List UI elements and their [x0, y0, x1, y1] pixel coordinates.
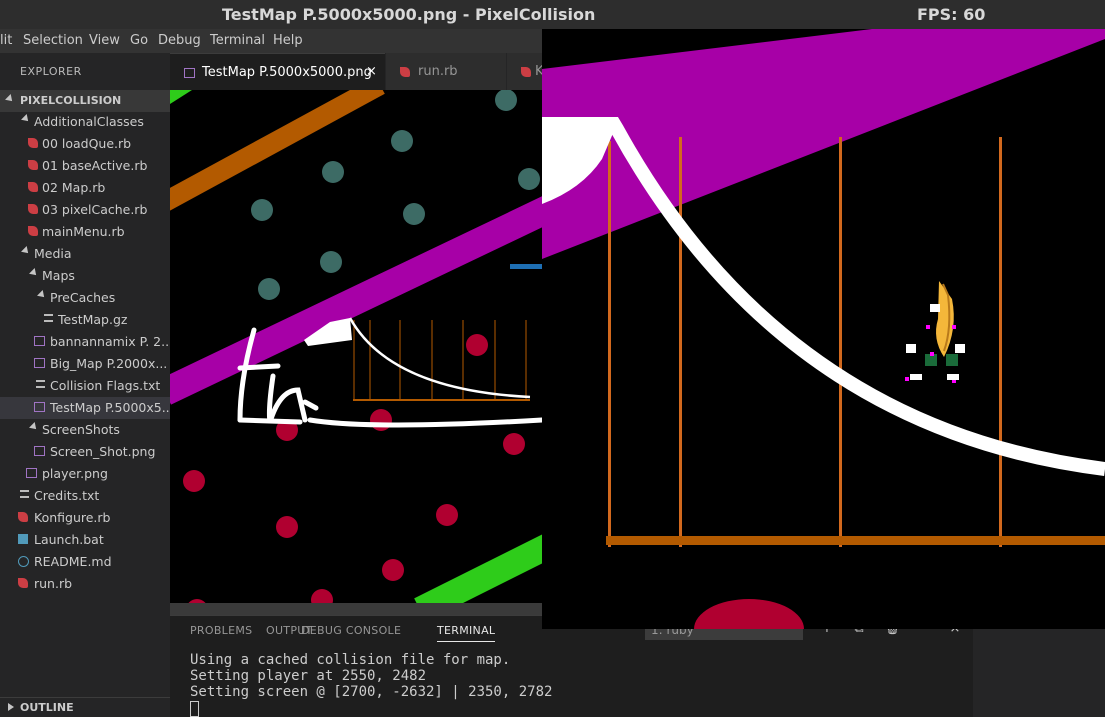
file-readme[interactable]: README.md: [0, 551, 170, 573]
image-file-icon: [184, 68, 195, 78]
file-collision-flags[interactable]: Collision Flags.txt: [0, 375, 170, 397]
menu-bar: lit Selection View Go Debug Terminal Hel…: [0, 29, 542, 53]
chevron-down-icon: [37, 290, 47, 300]
file-map[interactable]: 02 Map.rb: [0, 177, 170, 199]
folder-precaches[interactable]: PreCaches: [0, 287, 170, 309]
ruby-file-icon: [28, 226, 38, 236]
ruby-file-icon: [28, 182, 38, 192]
menu-edit[interactable]: lit: [0, 33, 13, 48]
menu-debug[interactable]: Debug: [158, 33, 201, 48]
outline-section[interactable]: OUTLINE: [0, 697, 170, 717]
text-file-icon: [44, 314, 53, 322]
image-file-icon: [34, 336, 45, 346]
bottom-panel: PROBLEMS OUTPUT DEBUG CONSOLE TERMINAL 1…: [170, 615, 973, 717]
ruby-file-icon: [28, 138, 38, 148]
ruby-file-icon: [18, 512, 28, 522]
folder-additionalclasses[interactable]: AdditionalClasses: [0, 111, 170, 133]
image-file-icon: [34, 446, 45, 456]
terminal-output[interactable]: Using a cached collision file for map. Se…: [190, 652, 552, 700]
ruby-file-icon: [18, 578, 28, 588]
project-header[interactable]: PIXELCOLLISION: [0, 90, 170, 112]
game-window[interactable]: [542, 29, 1105, 629]
chevron-down-icon: [21, 246, 31, 256]
menu-terminal[interactable]: Terminal: [210, 33, 265, 48]
file-run-rb[interactable]: run.rb: [0, 573, 170, 595]
folder-media[interactable]: Media: [0, 243, 170, 265]
file-big-map[interactable]: Big_Map P.2000x...: [0, 353, 170, 375]
menu-help[interactable]: Help: [273, 33, 303, 48]
folder-maps[interactable]: Maps: [0, 265, 170, 287]
file-konfigure[interactable]: Konfigure.rb: [0, 507, 170, 529]
chevron-down-icon: [29, 422, 39, 432]
terminal-line: Using a cached collision file for map.: [190, 652, 511, 668]
editor-tabs: TestMap P.5000x5000.png × run.rb K: [170, 53, 544, 91]
menu-view[interactable]: View: [89, 33, 120, 48]
tab-testmap-png[interactable]: TestMap P.5000x5000.png ×: [170, 53, 385, 91]
ruby-file-icon: [400, 67, 410, 77]
game-viewport: [542, 29, 1105, 629]
file-testmap-gz[interactable]: TestMap.gz: [0, 309, 170, 331]
chevron-down-icon: [21, 114, 31, 124]
banana-player-sprite: [905, 279, 965, 383]
window-title: TestMap P.5000x5000.png - PixelCollision: [222, 5, 596, 24]
image-file-icon: [34, 358, 45, 368]
text-file-icon: [36, 380, 45, 388]
chevron-down-icon: [29, 268, 39, 278]
image-preview[interactable]: [170, 90, 542, 603]
file-mainmenu[interactable]: mainMenu.rb: [0, 221, 170, 243]
explorer-sidebar: EXPLORER PIXELCOLLISION AdditionalClasse…: [0, 53, 170, 716]
folder-screenshots[interactable]: ScreenShots: [0, 419, 170, 441]
file-baseactive[interactable]: 01 baseActive.rb: [0, 155, 170, 177]
file-bannannamix[interactable]: bannannamix P. 2...: [0, 331, 170, 353]
info-icon: [18, 556, 29, 567]
file-pixelcache[interactable]: 03 pixelCache.rb: [0, 199, 170, 221]
file-testmap-png[interactable]: TestMap P.5000x5...: [0, 397, 170, 419]
chevron-right-icon: [8, 703, 14, 711]
tab-problems[interactable]: PROBLEMS: [190, 624, 253, 637]
image-file-icon: [34, 402, 45, 412]
title-bar: TestMap P.5000x5000.png - PixelCollision…: [0, 0, 1105, 29]
explorer-title: EXPLORER: [20, 65, 82, 78]
file-credits[interactable]: Credits.txt: [0, 485, 170, 507]
outline-title: OUTLINE: [20, 701, 74, 714]
editor-horizontal-scrollbar[interactable]: [170, 603, 542, 615]
terminal-line: Setting player at 2550, 2482: [190, 668, 427, 684]
windows-icon: [18, 534, 28, 544]
ruby-file-icon: [521, 67, 531, 77]
tab-debug-console[interactable]: DEBUG CONSOLE: [301, 624, 402, 637]
menu-selection[interactable]: Selection: [23, 33, 83, 48]
file-loadque[interactable]: 00 loadQue.rb: [0, 133, 170, 155]
project-name: PIXELCOLLISION: [20, 94, 122, 107]
chevron-down-icon: [5, 94, 15, 104]
tab-terminal[interactable]: TERMINAL: [437, 624, 496, 642]
file-launch-bat[interactable]: Launch.bat: [0, 529, 170, 551]
image-file-icon: [26, 468, 37, 478]
tab-output[interactable]: OUTPUT: [266, 624, 313, 637]
fps-counter: FPS: 60: [917, 5, 986, 24]
tab-run-rb[interactable]: run.rb: [386, 53, 506, 90]
text-file-icon: [20, 490, 29, 498]
terminal-cursor: [190, 701, 199, 717]
file-screen-shot[interactable]: Screen_Shot.png: [0, 441, 170, 463]
terminal-line: Setting screen @ [2700, -2632] | 2350, 2…: [190, 684, 553, 700]
file-player-png[interactable]: player.png: [0, 463, 170, 485]
menu-go[interactable]: Go: [130, 33, 149, 48]
ruby-file-icon: [28, 204, 38, 214]
tab-konfigure[interactable]: K: [507, 53, 544, 90]
ruby-file-icon: [28, 160, 38, 170]
map-preview-image: [170, 90, 542, 603]
close-icon[interactable]: ×: [366, 64, 377, 79]
